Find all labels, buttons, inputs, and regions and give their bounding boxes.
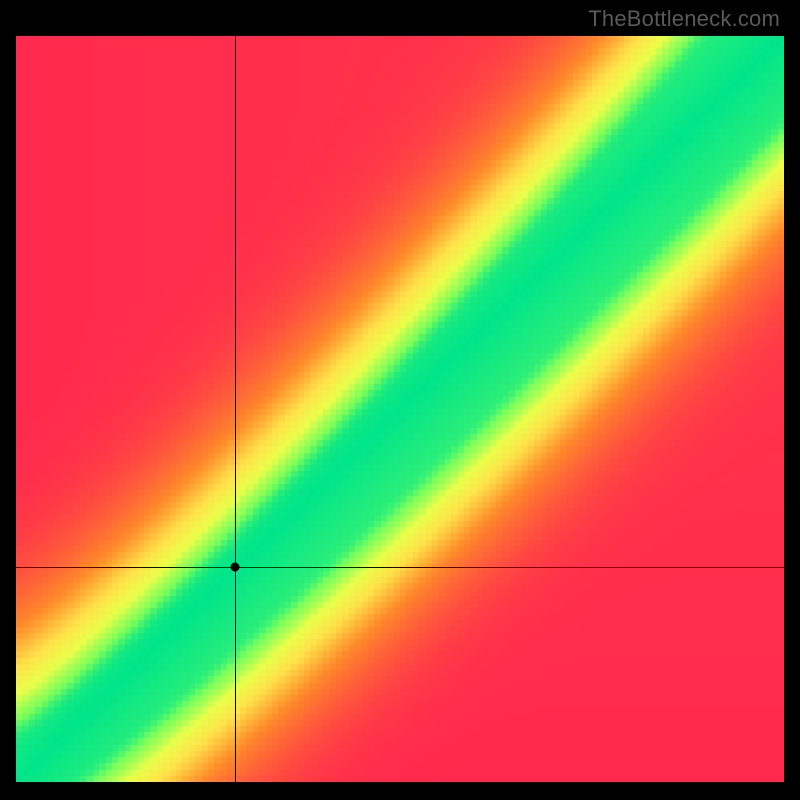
crosshair-horizontal: [16, 567, 784, 568]
heatmap-canvas: [16, 36, 784, 782]
heatmap-plot: [16, 36, 784, 782]
attribution-text: TheBottleneck.com: [588, 6, 780, 32]
crosshair-marker: [230, 563, 239, 572]
crosshair-vertical: [235, 36, 236, 782]
chart-container: TheBottleneck.com: [0, 0, 800, 800]
